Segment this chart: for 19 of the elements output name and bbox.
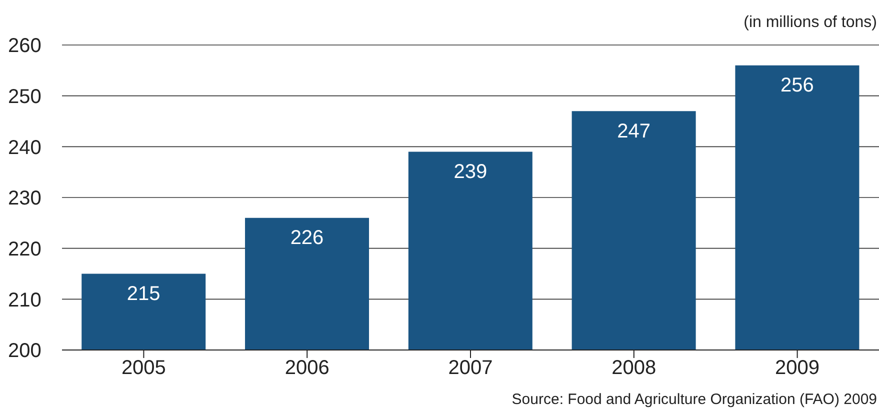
data-label: 247 xyxy=(617,120,650,142)
y-axis-title: (in millions of tons) xyxy=(744,14,877,32)
x-tick-label: 2009 xyxy=(775,357,820,380)
data-label: 226 xyxy=(290,227,324,250)
y-tick-label: 230 xyxy=(8,188,42,210)
source-note: Source: Food and Agriculture Organization (FAO) 2009 xyxy=(512,391,877,408)
y-tick-label: 240 xyxy=(8,136,42,159)
data-label: 239 xyxy=(454,160,488,183)
y-tick-label: 250 xyxy=(8,86,42,108)
y-tick-label: 200 xyxy=(8,340,42,362)
data-label: 215 xyxy=(126,282,160,305)
x-tick-label: 2007 xyxy=(448,357,493,380)
data-label: 256 xyxy=(780,74,814,97)
y-tick-label: 260 xyxy=(8,35,42,58)
y-tick-label: 210 xyxy=(8,289,42,312)
x-tick-label: 2008 xyxy=(612,357,656,380)
x-tick-label: 2006 xyxy=(284,357,330,380)
x-tick-label: 2005 xyxy=(121,357,166,380)
y-tick-label: 220 xyxy=(8,238,42,260)
